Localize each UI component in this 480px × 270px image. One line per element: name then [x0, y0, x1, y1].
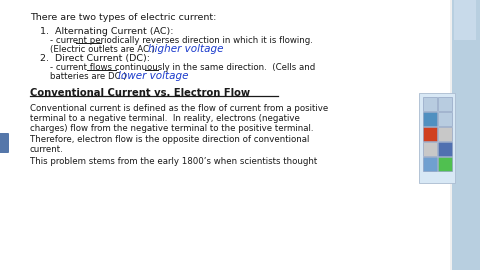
Text: 1.  Alternating Current (AC):: 1. Alternating Current (AC): [40, 27, 173, 36]
FancyBboxPatch shape [422, 127, 436, 140]
FancyBboxPatch shape [437, 112, 452, 126]
FancyBboxPatch shape [437, 157, 452, 170]
FancyBboxPatch shape [437, 127, 452, 140]
FancyBboxPatch shape [422, 157, 436, 170]
FancyBboxPatch shape [452, 0, 480, 270]
Text: 2.  Direct Current (DC):: 2. Direct Current (DC): [40, 54, 150, 63]
Text: higher voltage: higher voltage [148, 44, 224, 54]
Text: charges) flow from the negative terminal to the positive terminal.: charges) flow from the negative terminal… [30, 124, 313, 133]
Text: batteries are DC.): batteries are DC.) [50, 72, 127, 81]
Text: This problem stems from the early 1800’s when scientists thought: This problem stems from the early 1800’s… [30, 157, 317, 166]
FancyBboxPatch shape [419, 93, 455, 183]
Text: Conventional Current vs. Electron Flow: Conventional Current vs. Electron Flow [30, 88, 250, 98]
FancyBboxPatch shape [0, 133, 9, 153]
FancyBboxPatch shape [422, 141, 436, 156]
Text: (Electric outlets are AC.): (Electric outlets are AC.) [50, 45, 155, 54]
FancyBboxPatch shape [0, 0, 450, 270]
Text: There are two types of electric current:: There are two types of electric current: [30, 13, 216, 22]
Text: - current flows continuously in the same direction.  (Cells and: - current flows continuously in the same… [50, 63, 315, 72]
Text: Conventional current is defined as the flow of current from a positive: Conventional current is defined as the f… [30, 104, 328, 113]
FancyBboxPatch shape [454, 0, 476, 40]
FancyBboxPatch shape [422, 96, 436, 110]
Text: Therefore, electron flow is the opposite direction of conventional: Therefore, electron flow is the opposite… [30, 135, 310, 144]
Text: - current periodically reverses direction in which it is flowing.: - current periodically reverses directio… [50, 36, 313, 45]
FancyBboxPatch shape [437, 141, 452, 156]
Text: lower voltage: lower voltage [118, 71, 189, 81]
FancyBboxPatch shape [437, 96, 452, 110]
FancyBboxPatch shape [422, 112, 436, 126]
Text: current.: current. [30, 145, 64, 154]
Text: terminal to a negative terminal.  In reality, electrons (negative: terminal to a negative terminal. In real… [30, 114, 300, 123]
